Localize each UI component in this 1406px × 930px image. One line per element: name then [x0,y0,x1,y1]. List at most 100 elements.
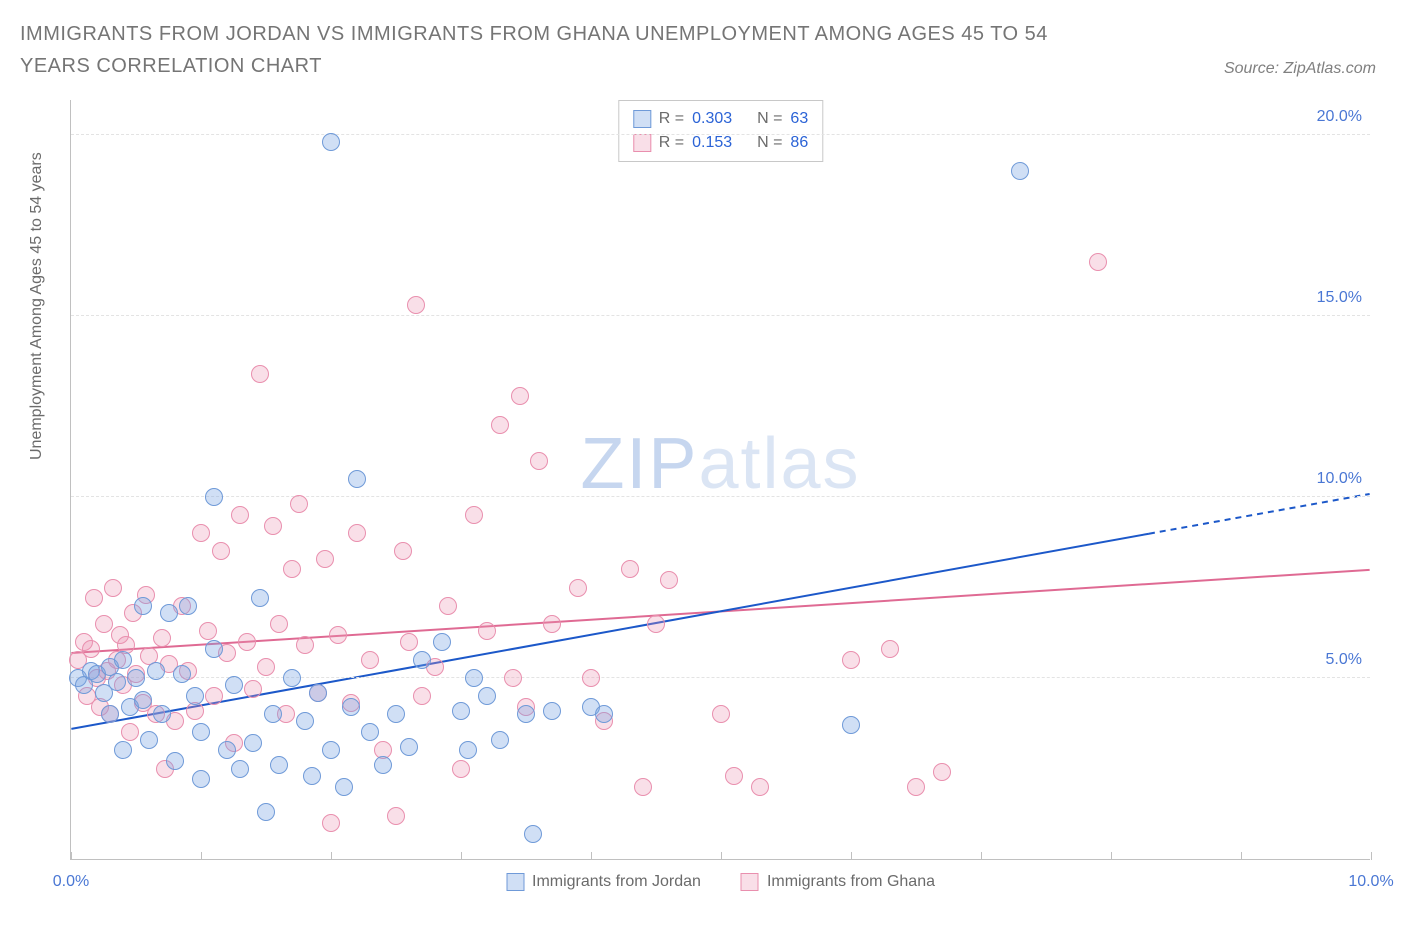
data-point [621,560,639,578]
y-tick-label: 20.0% [1317,108,1362,126]
data-point [387,705,405,723]
x-tick [461,852,462,860]
data-point [283,669,301,687]
data-point [361,651,379,669]
series-legend-ghana: Immigrants from Ghana [741,873,935,891]
data-point [387,807,405,825]
data-point [192,770,210,788]
series-name-jordan: Immigrants from Jordan [532,873,701,891]
data-point [270,615,288,633]
data-point [751,778,769,796]
data-point [134,691,152,709]
x-tick [1371,852,1372,860]
data-point [166,752,184,770]
data-point [394,542,412,560]
data-point [296,636,314,654]
data-point [316,550,334,568]
data-point [842,716,860,734]
x-tick [851,852,852,860]
data-point [147,662,165,680]
data-point [303,767,321,785]
x-tick-label: 0.0% [53,873,89,891]
watermark: ZIPatlas [580,423,860,505]
data-point [491,416,509,434]
source-attribution: Source: ZipAtlas.com [1224,60,1376,78]
data-point [296,712,314,730]
data-point [329,626,347,644]
legend-swatch-jordan [506,873,524,891]
y-tick-label: 15.0% [1317,289,1362,307]
gridline [71,496,1370,497]
data-point [140,731,158,749]
data-point [231,506,249,524]
data-point [186,687,204,705]
data-point [257,803,275,821]
data-point [465,669,483,687]
data-point [413,687,431,705]
data-point [725,767,743,785]
data-point [933,763,951,781]
data-point [348,524,366,542]
data-point [459,741,477,759]
data-point [205,488,223,506]
correlation-legend: R = 0.303 N = 63 R = 0.153 N = 86 [618,100,823,162]
series-name-ghana: Immigrants from Ghana [767,873,935,891]
data-point [400,633,418,651]
legend-r-label: R = [659,107,684,131]
data-point [348,470,366,488]
data-point [504,669,522,687]
data-point [309,684,327,702]
data-point [530,452,548,470]
data-point [582,669,600,687]
data-point [283,560,301,578]
data-point [231,760,249,778]
data-point [478,622,496,640]
x-tick [201,852,202,860]
data-point [361,723,379,741]
data-point [160,604,178,622]
data-point [465,506,483,524]
data-point [225,676,243,694]
data-point [647,615,665,633]
legend-swatch-ghana [633,134,651,152]
data-point [114,651,132,669]
data-point [270,756,288,774]
data-point [413,651,431,669]
data-point [121,723,139,741]
x-tick [1241,852,1242,860]
legend-row-jordan: R = 0.303 N = 63 [633,107,808,131]
data-point [433,633,451,651]
data-point [257,658,275,676]
data-point [634,778,652,796]
data-point [244,680,262,698]
data-point [134,597,152,615]
x-tick-label: 10.0% [1348,873,1393,891]
data-point [114,741,132,759]
data-point [452,760,470,778]
data-point [244,734,262,752]
legend-r-value-jordan: 0.303 [692,107,732,131]
gridline [71,134,1370,135]
data-point [400,738,418,756]
data-point [251,365,269,383]
data-point [842,651,860,669]
data-point [407,296,425,314]
series-legend: Immigrants from Jordan Immigrants from G… [506,873,935,891]
data-point [290,495,308,513]
gridline [71,315,1370,316]
data-point [212,542,230,560]
data-point [322,814,340,832]
data-point [439,597,457,615]
data-point [517,705,535,723]
y-axis-label: Unemployment Among Ages 45 to 54 years [28,152,46,460]
data-point [104,579,122,597]
legend-swatch-ghana [741,873,759,891]
data-point [881,640,899,658]
x-tick [1111,852,1112,860]
data-point [153,705,171,723]
data-point [907,778,925,796]
x-tick [71,852,72,860]
data-point [491,731,509,749]
x-tick [331,852,332,860]
data-point [264,705,282,723]
